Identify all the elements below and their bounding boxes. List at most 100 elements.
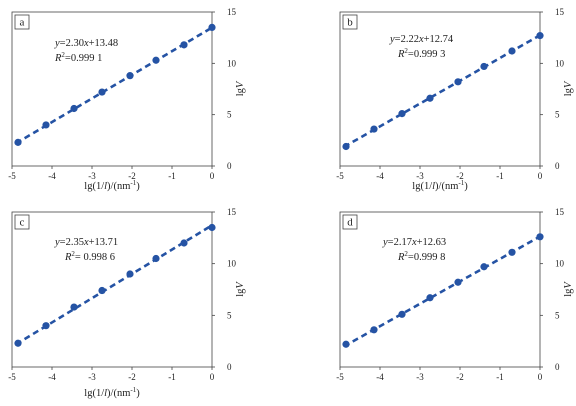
data-point [536,233,544,241]
y-axis-label: lgV [563,281,574,297]
data-point [480,263,488,271]
plot-frame [339,11,541,167]
x-axis-label: lg(1/l)/(nm-1) [412,179,468,192]
x-tick-label: -1 [168,372,176,382]
y-tick-label: 10 [227,58,237,68]
fit-line [343,235,541,348]
panel-label-box [14,14,30,30]
x-tick-label: -5 [336,372,344,382]
x-tick-label: -4 [376,372,384,382]
x-tick-label: -3 [416,372,424,382]
data-point [208,23,216,31]
data-point [14,339,22,347]
x-tick-label: -2 [128,171,136,181]
data-point [508,248,516,256]
y-axis-label: lgV [235,281,246,297]
data-point [98,286,106,295]
data-point [180,239,188,247]
x-tick-label: -4 [48,372,56,382]
panel-label-box [342,214,358,230]
plot-frame [11,211,213,368]
r-squared: R2=0.999 3 [397,47,445,60]
x-tick-label: -4 [376,171,384,181]
y-axis-label: lgV [235,80,246,96]
data-point [480,62,488,71]
y-tick-label: 5 [227,110,232,120]
x-tick-label: -1 [496,372,504,382]
x-tick-label: -3 [416,171,424,181]
x-tick-label: 0 [210,372,215,382]
y-tick-label: 5 [555,310,560,320]
x-axis-label: lg(1/l)/(nm-1) [84,179,140,192]
data-point [152,56,160,64]
y-tick-label: 0 [555,362,560,372]
panel-label: a [20,17,25,29]
panel-label: b [347,17,353,29]
x-tick-label: -2 [456,171,464,181]
data-point [508,47,516,55]
x-tick-label: -3 [88,171,96,181]
data-point [42,121,50,129]
x-tick-label: -4 [48,171,56,181]
data-point [426,294,434,302]
x-tick-label: -1 [496,171,504,181]
panel-label-box [342,14,358,30]
data-point [42,322,50,330]
x-tick-label: -5 [336,171,344,181]
data-point [398,110,406,118]
x-tick-label: 0 [538,372,543,382]
data-point [14,138,22,146]
data-point [454,78,462,86]
data-point [70,104,78,113]
x-tick-label: -2 [128,372,136,382]
data-point [126,72,134,80]
panel-label: c [20,217,25,229]
data-point [342,142,350,151]
data-point [454,278,462,286]
y-axis-label: lgV [563,80,574,96]
data-point [342,340,350,348]
data-point [70,303,78,311]
x-tick-label: -3 [88,372,96,382]
chart-panel-d: -5 -4 -3 -2 -1 0 0 5 10 15 d y=2.17x+12.63 R2=0.999 … [336,207,574,382]
x-tick-label: -1 [168,171,176,181]
y-tick-label: 0 [555,161,560,171]
panel-label-box [14,214,30,230]
fit-equation: y=2.35x+13.71 [54,237,118,248]
x-tick-label: -2 [456,372,464,382]
data-point [180,41,188,49]
plot-frame [339,211,541,368]
fit-line [343,34,541,149]
data-point [98,88,106,96]
x-tick-label: 0 [538,171,543,181]
fit-equation: y=2.30x+13.48 [54,38,118,49]
data-point [398,310,406,318]
x-tick-label: 0 [210,171,215,181]
r-squared: R2= 0.998 6 [64,250,115,263]
y-tick-label: 10 [555,259,565,269]
x-axis-label: lg(1/l)/(nm-1) [84,386,140,399]
y-tick-label: 0 [227,362,232,372]
y-tick-label: 10 [555,58,565,68]
data-point [152,254,160,263]
y-tick-label: 10 [227,259,237,269]
y-tick-label: 15 [555,207,565,217]
fit-line [15,26,213,145]
y-tick-label: 15 [227,7,237,17]
y-tick-label: 15 [555,7,565,17]
data-point [370,326,378,334]
data-point [536,32,544,40]
r-squared: R2=0.999 1 [54,51,102,64]
fit-equation: y=2.22x+12.74 [389,34,454,45]
chart-panel-c: -5 -4 -3 -2 -1 0 0 5 10 15 c y=2.35x+13.71 R2= 0.998… [8,207,246,399]
data-point [126,270,134,278]
panel-label: d [347,217,353,229]
data-point [370,125,378,133]
y-tick-label: 15 [227,207,237,217]
y-tick-label: 0 [227,161,232,171]
chart-panel-b: -5 -4 -3 -2 -1 0 0 5 10 15 b y=2.22x+12.74 R2=0.999 … [336,7,574,192]
fit-line [15,224,213,346]
r-squared: R2=0.999 8 [397,250,445,263]
fit-equation: y=2.17x+12.63 [382,237,446,248]
